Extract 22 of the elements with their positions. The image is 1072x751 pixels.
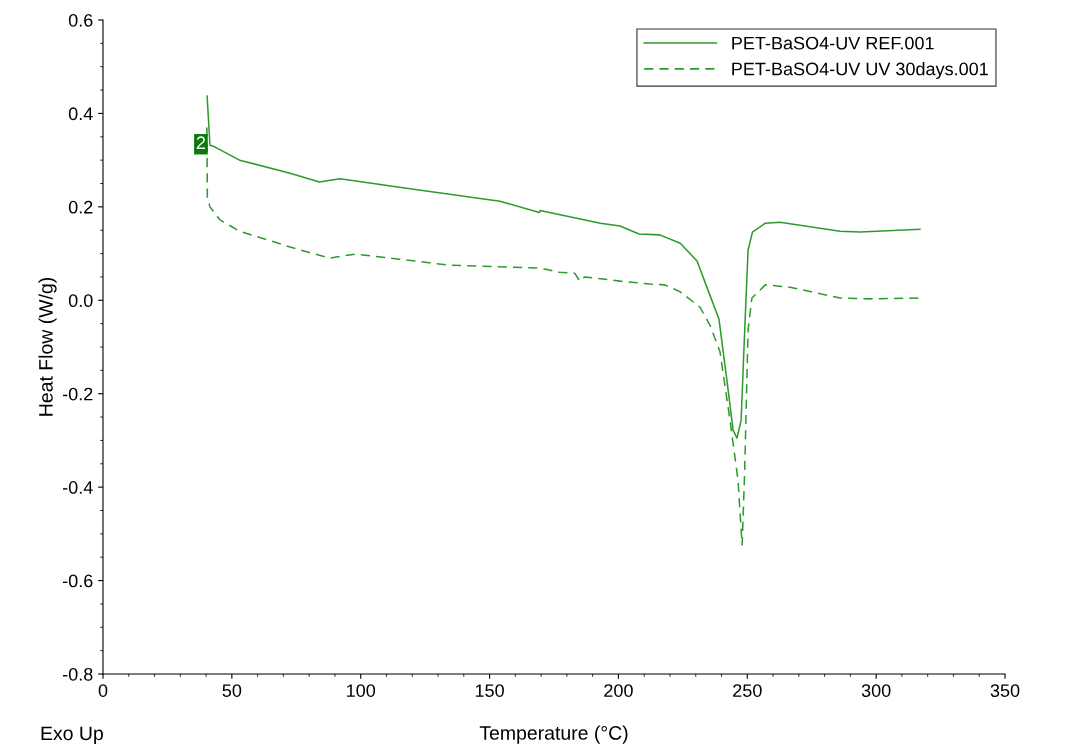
x-axis-title: Temperature (°C) <box>479 725 628 744</box>
y-tick-label: 0.6 <box>68 13 93 27</box>
x-tick-label: 50 <box>222 684 242 697</box>
x-tick-label: 300 <box>861 684 891 697</box>
x-tick-label: 150 <box>475 684 504 697</box>
y-tick-label: 0.4 <box>68 107 93 121</box>
y-tick-label: -0.2 <box>62 387 93 401</box>
annotation: 2 <box>196 136 206 149</box>
x-tick-label: 250 <box>733 684 762 697</box>
x-tick-label: 200 <box>604 684 633 697</box>
legend-label: PET-BaSO4-UV UV 30days.001 <box>732 62 988 79</box>
y-tick-label: 0.0 <box>68 294 93 308</box>
y-tick-label: -0.4 <box>62 481 93 494</box>
y-tick-label: -0.8 <box>62 667 93 681</box>
x-tick-label: 350 <box>990 684 1020 697</box>
text: Exo Up <box>41 726 103 745</box>
y-tick-label: 0.2 <box>68 200 93 214</box>
y-axis-title: Heat Flow (W/g) <box>38 277 57 416</box>
x-tick-label: 100 <box>347 684 376 697</box>
x-tick-label: 0 <box>98 684 108 697</box>
y-tick-label: -0.6 <box>62 574 93 588</box>
legend-label: PET-BaSO4-UV REF.001 <box>732 36 934 50</box>
